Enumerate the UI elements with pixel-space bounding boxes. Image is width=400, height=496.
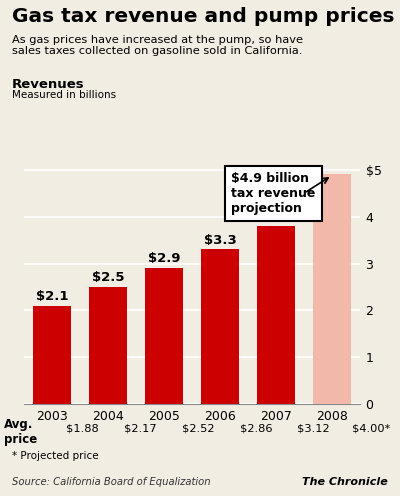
Text: $3.8: $3.8 xyxy=(260,210,292,223)
Text: $2.52: $2.52 xyxy=(182,424,214,434)
Text: $2.9: $2.9 xyxy=(148,252,180,265)
Text: $3.3: $3.3 xyxy=(204,234,236,247)
Bar xyxy=(313,175,351,404)
Text: Measured in billions: Measured in billions xyxy=(12,90,116,100)
Text: $4.00*: $4.00* xyxy=(352,424,390,434)
Text: As gas prices have increased at the pump, so have
sales taxes collected on gasol: As gas prices have increased at the pump… xyxy=(12,35,303,57)
Text: $2.5: $2.5 xyxy=(92,271,124,284)
Text: $3.12: $3.12 xyxy=(297,424,330,434)
Bar xyxy=(201,249,239,404)
Text: Avg.: Avg. xyxy=(4,419,33,432)
Text: Gas tax revenue and pump prices: Gas tax revenue and pump prices xyxy=(12,7,394,26)
Text: $4.9 billion
tax revenue
projection: $4.9 billion tax revenue projection xyxy=(231,172,316,215)
Text: $1.88: $1.88 xyxy=(66,424,99,434)
Text: Revenues: Revenues xyxy=(12,78,85,91)
Bar xyxy=(89,287,127,404)
Text: Source: California Board of Equalization: Source: California Board of Equalization xyxy=(12,477,211,487)
Bar xyxy=(145,268,183,404)
Text: $2.17: $2.17 xyxy=(124,424,157,434)
Bar xyxy=(257,226,295,404)
Text: $2.86: $2.86 xyxy=(240,424,272,434)
Text: The Chronicle: The Chronicle xyxy=(302,477,388,487)
Text: $2.1: $2.1 xyxy=(36,290,68,303)
Bar xyxy=(33,306,71,404)
Text: * Projected price: * Projected price xyxy=(12,451,99,461)
Text: price: price xyxy=(4,434,37,446)
